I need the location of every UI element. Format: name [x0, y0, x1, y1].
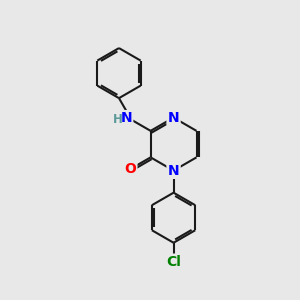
Text: Cl: Cl [166, 255, 181, 269]
Text: N: N [168, 164, 179, 178]
Text: O: O [124, 162, 136, 176]
Text: H: H [113, 113, 123, 126]
Text: N: N [120, 111, 132, 125]
Text: N: N [168, 111, 179, 124]
